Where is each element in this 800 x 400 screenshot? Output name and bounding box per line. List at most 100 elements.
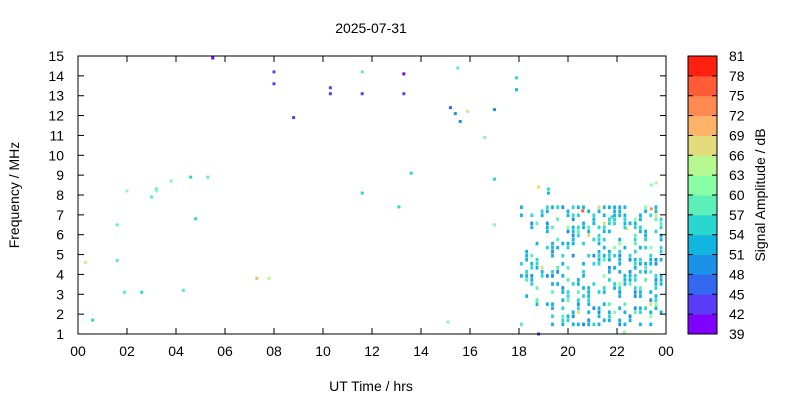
data-point bbox=[613, 205, 616, 210]
data-point bbox=[618, 286, 622, 290]
data-point bbox=[602, 237, 606, 242]
data-point bbox=[659, 225, 663, 230]
data-point bbox=[654, 229, 658, 234]
data-point bbox=[525, 278, 529, 282]
data-point bbox=[566, 318, 570, 323]
x-tick-label: 02 bbox=[119, 343, 135, 359]
data-point bbox=[649, 253, 653, 258]
colorbar-tick-label: 66 bbox=[729, 147, 745, 163]
data-point bbox=[582, 225, 585, 230]
colorbar-tick-label: 54 bbox=[729, 227, 745, 243]
data-point bbox=[561, 241, 565, 246]
data-point bbox=[613, 286, 616, 290]
data-point bbox=[644, 261, 647, 266]
data-point bbox=[566, 209, 570, 214]
data-point bbox=[566, 314, 570, 319]
data-point bbox=[633, 257, 637, 262]
colorbar-tick-label: 57 bbox=[729, 207, 745, 223]
data-point bbox=[618, 270, 622, 274]
data-point bbox=[530, 261, 534, 266]
data-point bbox=[561, 274, 565, 278]
data-point bbox=[633, 225, 637, 230]
data-point bbox=[623, 217, 627, 222]
data-point bbox=[644, 245, 647, 250]
data-point bbox=[639, 225, 642, 230]
data-point bbox=[545, 274, 549, 278]
data-point bbox=[571, 225, 575, 230]
data-point bbox=[520, 261, 523, 266]
data-point bbox=[628, 318, 632, 323]
data-point bbox=[654, 217, 658, 222]
data-point bbox=[618, 237, 622, 242]
data-point bbox=[649, 213, 653, 218]
data-point bbox=[397, 205, 401, 209]
data-point bbox=[582, 274, 585, 278]
x-tick-label: 00 bbox=[70, 343, 86, 359]
data-point bbox=[592, 322, 596, 327]
data-point bbox=[566, 229, 570, 234]
data-point bbox=[530, 225, 534, 230]
data-point bbox=[561, 314, 565, 319]
data-point bbox=[602, 221, 606, 226]
data-point bbox=[493, 177, 496, 181]
data-point bbox=[530, 274, 534, 278]
y-tick-label: 14 bbox=[48, 68, 64, 84]
data-point bbox=[602, 245, 606, 250]
data-point bbox=[633, 221, 637, 226]
data-point bbox=[597, 225, 601, 230]
data-point bbox=[659, 233, 663, 238]
data-point bbox=[597, 241, 601, 246]
data-point bbox=[576, 322, 580, 327]
data-point bbox=[561, 318, 565, 323]
data-point bbox=[535, 298, 539, 302]
data-point bbox=[545, 209, 549, 214]
data-point bbox=[545, 225, 549, 230]
data-point bbox=[520, 274, 523, 278]
data-point bbox=[576, 278, 580, 282]
data-point bbox=[587, 209, 591, 214]
data-point bbox=[613, 221, 616, 226]
data-point bbox=[409, 171, 413, 175]
data-point bbox=[607, 318, 611, 323]
data-point bbox=[551, 270, 554, 274]
data-point bbox=[654, 213, 658, 218]
data-point bbox=[649, 257, 653, 262]
data-point bbox=[602, 274, 606, 278]
data-point bbox=[328, 86, 332, 90]
data-point bbox=[582, 270, 585, 274]
data-point bbox=[571, 322, 575, 327]
x-axis-label: UT Time / hrs bbox=[329, 378, 413, 394]
data-point bbox=[587, 253, 591, 258]
data-point bbox=[448, 106, 452, 110]
data-point bbox=[150, 195, 153, 199]
data-point bbox=[654, 302, 658, 306]
data-point bbox=[659, 249, 663, 254]
data-point bbox=[639, 245, 642, 250]
colorbar-tick-label: 39 bbox=[729, 326, 745, 342]
data-point bbox=[561, 261, 565, 266]
data-point bbox=[520, 205, 523, 210]
data-point bbox=[644, 237, 647, 242]
x-tick-label: 10 bbox=[315, 343, 331, 359]
data-point bbox=[360, 70, 364, 74]
data-point bbox=[649, 245, 653, 250]
data-point bbox=[576, 205, 580, 210]
data-point bbox=[561, 298, 565, 302]
colorbar-tick-label: 63 bbox=[729, 167, 745, 183]
data-point bbox=[556, 205, 560, 210]
data-point bbox=[597, 205, 601, 210]
data-point bbox=[628, 221, 632, 226]
data-point bbox=[654, 205, 658, 210]
data-point bbox=[654, 306, 658, 311]
data-point bbox=[639, 306, 642, 311]
data-point bbox=[556, 270, 560, 274]
data-point bbox=[571, 217, 575, 222]
data-point bbox=[561, 306, 565, 311]
data-point bbox=[597, 237, 601, 242]
data-point bbox=[551, 245, 554, 250]
data-point bbox=[633, 306, 637, 311]
data-point bbox=[602, 229, 606, 234]
colorbar-tick-label: 81 bbox=[729, 48, 745, 64]
data-point bbox=[613, 266, 616, 270]
